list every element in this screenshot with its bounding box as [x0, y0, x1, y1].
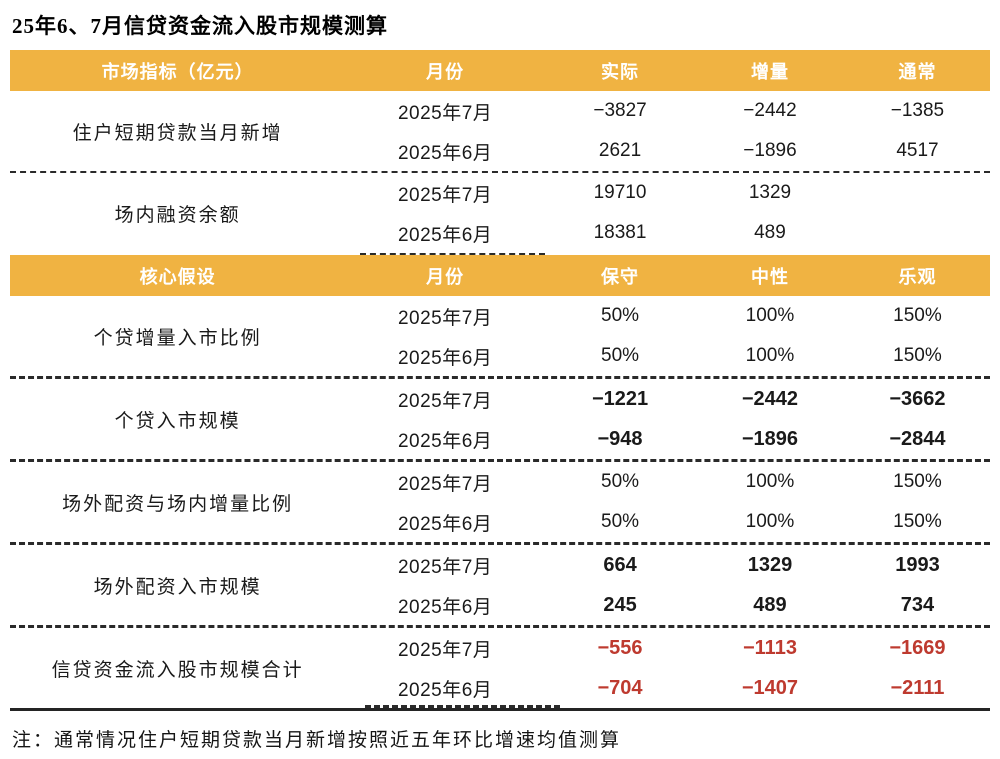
row-label: 场外配资入市规模: [93, 576, 262, 598]
month-cell: 2025年7月: [397, 556, 493, 578]
table1-header-month: 月份: [426, 61, 465, 82]
value-cell: 100%: [745, 511, 795, 532]
group-total-credit-inflow: 信贷资金流入股市规模合计 2025年7月 −556 −1113 −1669 20…: [10, 628, 990, 708]
value-cell: 4517: [896, 140, 939, 161]
table1-header-usual: 通常: [898, 61, 937, 82]
table2-header-optimistic: 乐观: [898, 266, 937, 287]
value-cell: −2111: [890, 676, 945, 699]
row-label: 信贷资金流入股市规模合计: [51, 659, 304, 681]
table1-header-row: 市场指标（亿元） 月份 实际 增量 通常: [10, 50, 990, 91]
group-loan-inflow-ratio: 个贷增量入市比例 2025年7月 50% 100% 150% 2025年6月 5…: [10, 296, 990, 376]
value-cell: −704: [597, 676, 643, 699]
value-cell: 150%: [893, 345, 942, 366]
table1-header-increment: 增量: [750, 61, 789, 82]
table2-header-assumption: 核心假设: [139, 266, 216, 287]
row-label: 场外配资与场内增量比例: [62, 493, 294, 515]
month-cell: 2025年7月: [397, 307, 493, 329]
value-cell: −948: [597, 427, 643, 450]
value-cell: 50%: [601, 305, 640, 326]
group-margin-financing-balance: 场内融资余额 2025年7月 19710 1329 2025年6月 18381 …: [10, 173, 990, 253]
value-cell: 1329: [748, 182, 792, 203]
value-cell: −1669: [889, 636, 946, 659]
value-cell: −2442: [741, 387, 799, 410]
row-label: 场内融资余额: [114, 204, 241, 226]
month-cell: 2025年7月: [397, 390, 493, 412]
group-offmarket-inflow-scale: 场外配资入市规模 2025年7月 664 1329 1993 2025年6月 2…: [10, 545, 990, 625]
value-cell: −3827: [593, 100, 647, 121]
group-household-short-loans: 住户短期贷款当月新增 2025年7月 −3827 −2442 −1385 202…: [10, 91, 990, 171]
value-cell: 734: [900, 593, 935, 616]
month-cell: 2025年7月: [397, 639, 493, 661]
month-cell: 2025年7月: [397, 473, 493, 495]
value-cell: [845, 213, 990, 253]
dashed-separator: [10, 376, 990, 379]
value-cell: −2844: [889, 427, 946, 450]
value-cell: 1329: [747, 553, 793, 576]
table-bottom-border: [10, 705, 990, 711]
value-cell: 150%: [893, 471, 942, 492]
month-cell: 2025年6月: [397, 596, 493, 618]
month-cell: 2025年7月: [397, 102, 493, 124]
value-cell: 1993: [895, 553, 940, 576]
value-cell: 150%: [893, 511, 942, 532]
value-cell: 100%: [745, 305, 795, 326]
value-cell: −2442: [743, 100, 797, 121]
value-cell: −1896: [741, 427, 799, 450]
dashed-separator: [10, 171, 990, 173]
row-label: 个贷增量入市比例: [93, 327, 262, 349]
value-cell: −1896: [743, 140, 797, 161]
month-cell: 2025年6月: [397, 142, 493, 164]
value-cell: −1113: [742, 636, 797, 659]
value-cell: −3662: [889, 387, 946, 410]
month-cell: 2025年6月: [397, 224, 493, 246]
value-cell: 18381: [593, 222, 647, 243]
dashed-separator: [10, 625, 990, 628]
value-cell: 100%: [745, 345, 795, 366]
dashed-separator: [10, 542, 990, 545]
partial-dashed-separator: [360, 253, 545, 255]
bottom-dash-overlay: [365, 705, 560, 708]
value-cell: 245: [603, 593, 637, 616]
value-cell: 19710: [593, 182, 647, 203]
value-cell: 50%: [601, 511, 640, 532]
row-label: 个贷入市规模: [114, 410, 241, 432]
value-cell: 50%: [601, 471, 640, 492]
table1-header-actual: 实际: [601, 61, 640, 82]
value-cell: 150%: [893, 305, 942, 326]
value-cell: −556: [597, 636, 643, 659]
group-loan-inflow-scale: 个贷入市规模 2025年7月 −1221 −2442 −3662 2025年6月…: [10, 379, 990, 459]
page-title: 25年6、7月信贷资金流入股市规模测算: [12, 14, 388, 38]
row-label: 住户短期贷款当月新增: [72, 122, 283, 144]
value-cell: −1407: [741, 676, 799, 699]
value-cell: 489: [754, 222, 786, 243]
value-cell: 664: [603, 553, 637, 576]
table1-header-indicator: 市场指标（亿元）: [101, 61, 254, 82]
month-cell: 2025年6月: [397, 513, 493, 535]
group-offmarket-leverage-ratio: 场外配资与场内增量比例 2025年7月 50% 100% 150% 2025年6…: [10, 462, 990, 542]
table2-header-row: 核心假设 月份 保守 中性 乐观: [10, 255, 990, 296]
footnote: 注：通常情况住户短期贷款当月新增按照近五年环比增速均值测算: [12, 730, 622, 751]
value-cell: −1385: [890, 100, 945, 121]
value-cell: −1221: [591, 387, 649, 410]
credit-flow-table: 市场指标（亿元） 月份 实际 增量 通常 住户短期贷款当月新增 2025年7月 …: [10, 50, 990, 711]
value-cell: [845, 173, 990, 213]
value-cell: 100%: [745, 471, 795, 492]
value-cell: 50%: [601, 345, 640, 366]
value-cell: 2621: [598, 140, 642, 161]
month-cell: 2025年6月: [397, 430, 493, 452]
table2-header-neutral: 中性: [750, 266, 789, 287]
table2-header-conservative: 保守: [601, 266, 640, 287]
value-cell: 489: [753, 593, 787, 616]
month-cell: 2025年6月: [397, 347, 493, 369]
month-cell: 2025年6月: [397, 679, 493, 701]
dashed-separator: [10, 459, 990, 462]
month-cell: 2025年7月: [397, 184, 493, 206]
table2-header-month: 月份: [426, 266, 465, 287]
